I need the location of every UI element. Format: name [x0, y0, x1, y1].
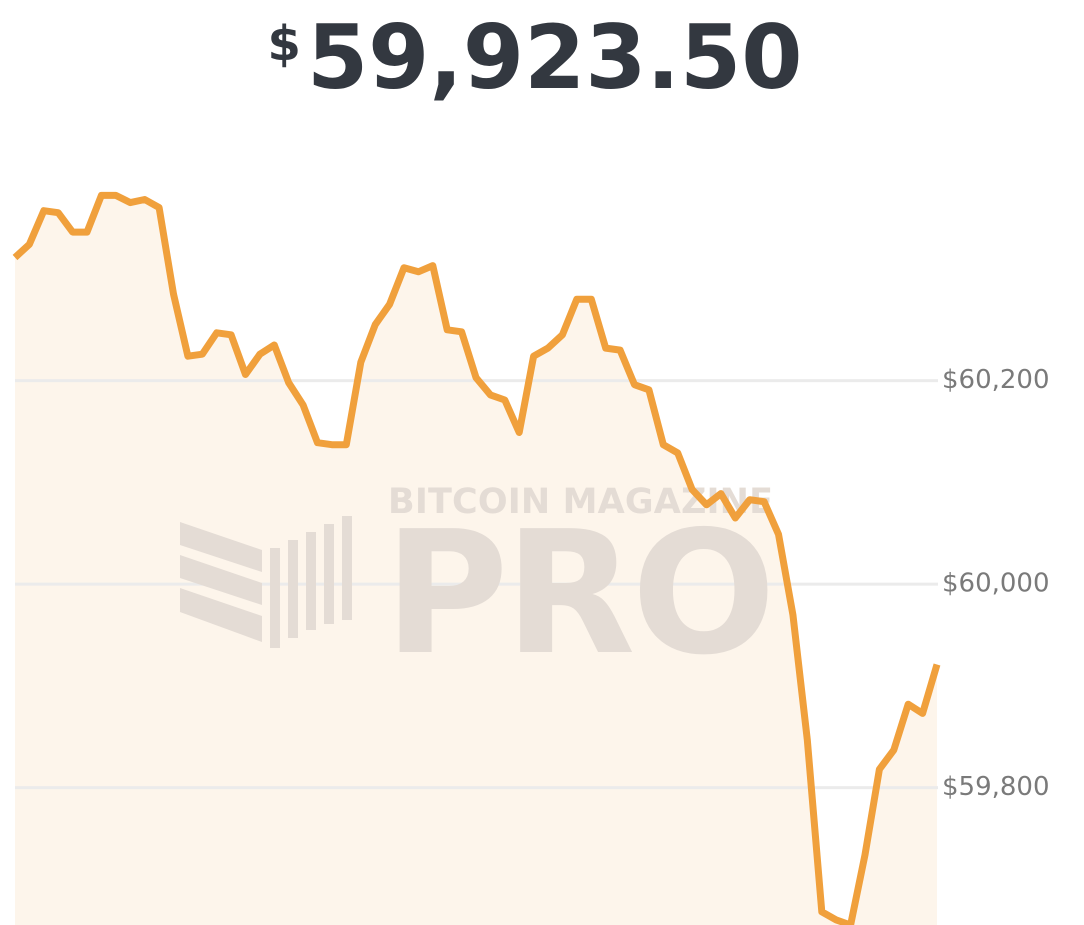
price-line: [12, 191, 941, 925]
logo-candle: [270, 548, 280, 648]
watermark-pro: PRO: [384, 495, 776, 693]
logo-candle: [342, 516, 352, 620]
price-title: $59,923.50: [268, 6, 803, 109]
logo-stripe: [180, 555, 262, 605]
logo-candle: [324, 524, 334, 624]
price: 59,923.50: [307, 6, 802, 109]
logo-stripe: [180, 522, 262, 572]
logo-candle: [306, 532, 316, 630]
y-tick-label: $60,000: [942, 569, 1050, 599]
logo-candle: [288, 540, 298, 638]
line-layer: [12, 191, 941, 925]
logo-stripe: [180, 588, 262, 642]
currency-symbol: $: [268, 16, 301, 72]
watermark: BITCOIN MAGAZINE PRO: [180, 482, 776, 693]
y-tick-label: $60,200: [942, 365, 1050, 395]
y-tick-label: $59,800: [942, 772, 1050, 802]
